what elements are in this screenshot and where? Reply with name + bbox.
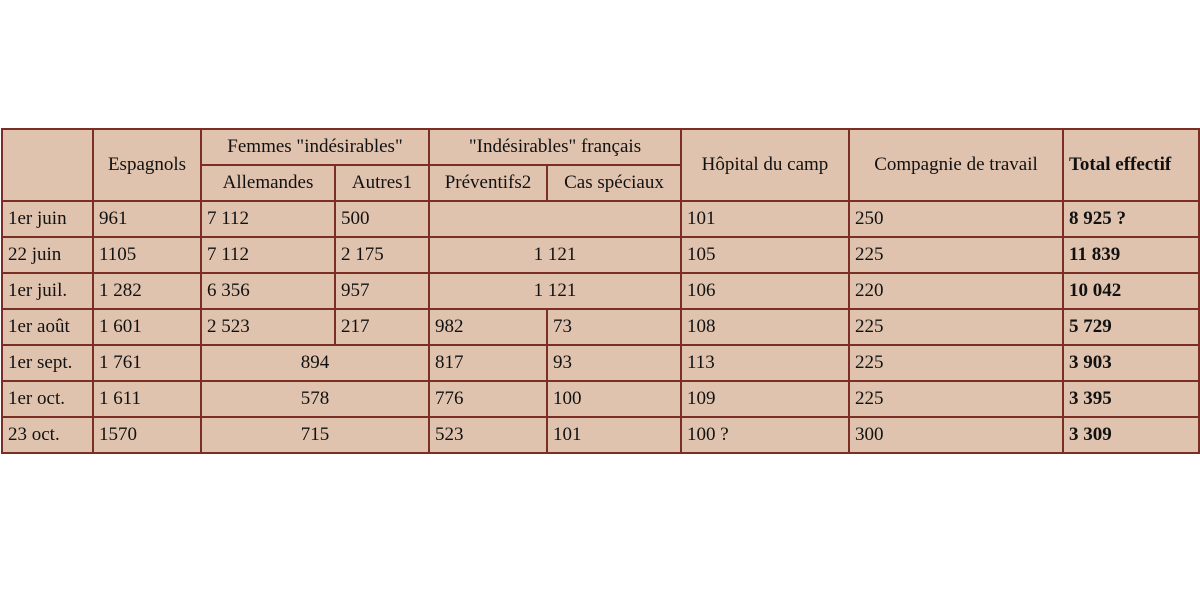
table-cell: 1570 bbox=[92, 416, 202, 454]
data-table: Espagnols Femmes "indésirables" "Indésir… bbox=[1, 128, 1200, 454]
table-cell: 11 839 bbox=[1062, 236, 1200, 274]
table-cell: 817 bbox=[428, 344, 548, 382]
table-cell bbox=[428, 200, 682, 238]
table-cell: 250 bbox=[848, 200, 1064, 238]
table-cell: 7 112 bbox=[200, 200, 336, 238]
row-date-cell: 23 oct. bbox=[1, 416, 94, 454]
header-cas-speciaux: Cas spéciaux bbox=[546, 164, 682, 202]
row-date-cell: 1er juil. bbox=[1, 272, 94, 310]
table-row: 22 juin 1105 7 112 2 175 1 121 105 225 11 839 bbox=[1, 236, 1200, 274]
table-row: 1er août 1 601 2 523 217 982 73 108 225 5 729 bbox=[1, 308, 1200, 346]
table-cell: 220 bbox=[848, 272, 1064, 310]
table-cell: 225 bbox=[848, 236, 1064, 274]
table-cell: 5 729 bbox=[1062, 308, 1200, 346]
header-hopital: Hôpital du camp bbox=[680, 128, 850, 202]
table-cell: 961 bbox=[92, 200, 202, 238]
table-cell: 109 bbox=[680, 380, 850, 418]
table-cell: 1 282 bbox=[92, 272, 202, 310]
table-cell: 1105 bbox=[92, 236, 202, 274]
table-cell: 1 121 bbox=[428, 272, 682, 310]
header-allemandes: Allemandes bbox=[200, 164, 336, 202]
table-cell: 523 bbox=[428, 416, 548, 454]
table-cell: 300 bbox=[848, 416, 1064, 454]
table-row: 23 oct. 1570 715 523 101 100 ? 300 3 309 bbox=[1, 416, 1200, 454]
table-cell: 108 bbox=[680, 308, 850, 346]
table-cell: 113 bbox=[680, 344, 850, 382]
header-indesirables-francais: "Indésirables" français bbox=[428, 128, 682, 166]
table-cell: 217 bbox=[334, 308, 430, 346]
header-autres: Autres1 bbox=[334, 164, 430, 202]
table-cell: 3 903 bbox=[1062, 344, 1200, 382]
table-cell: 982 bbox=[428, 308, 548, 346]
table-cell: 2 175 bbox=[334, 236, 430, 274]
table-cell: 225 bbox=[848, 380, 1064, 418]
header-total: Total effectif bbox=[1062, 128, 1200, 202]
row-date-cell: 1er sept. bbox=[1, 344, 94, 382]
table-cell: 100 bbox=[546, 380, 682, 418]
row-date-cell: 22 juin bbox=[1, 236, 94, 274]
table-cell: 93 bbox=[546, 344, 682, 382]
table-cell: 6 356 bbox=[200, 272, 336, 310]
table-row: 1er juil. 1 282 6 356 957 1 121 106 220 10 042 bbox=[1, 272, 1200, 310]
table-cell: 100 ? bbox=[680, 416, 850, 454]
table-cell: 500 bbox=[334, 200, 430, 238]
table-cell: 7 112 bbox=[200, 236, 336, 274]
table-cell: 957 bbox=[334, 272, 430, 310]
table-cell: 894 bbox=[200, 344, 430, 382]
table-cell: 1 601 bbox=[92, 308, 202, 346]
header-espagnols: Espagnols bbox=[92, 128, 202, 202]
table-cell: 776 bbox=[428, 380, 548, 418]
table-cell: 3 395 bbox=[1062, 380, 1200, 418]
table-cell: 578 bbox=[200, 380, 430, 418]
header-femmes-indesirables: Femmes "indésirables" bbox=[200, 128, 430, 166]
table-cell: 73 bbox=[546, 308, 682, 346]
table-cell: 2 523 bbox=[200, 308, 336, 346]
row-date-cell: 1er oct. bbox=[1, 380, 94, 418]
table-cell: 101 bbox=[680, 200, 850, 238]
row-date-cell: 1er août bbox=[1, 308, 94, 346]
table-row: 1er sept. 1 761 894 817 93 113 225 3 903 bbox=[1, 344, 1200, 382]
table-cell: 101 bbox=[546, 416, 682, 454]
table-cell: 106 bbox=[680, 272, 850, 310]
header-compagnie: Compagnie de travail bbox=[848, 128, 1064, 202]
table-cell: 225 bbox=[848, 344, 1064, 382]
header-preventifs: Préventifs2 bbox=[428, 164, 548, 202]
table-cell: 1 611 bbox=[92, 380, 202, 418]
table-row: 1er oct. 1 611 578 776 100 109 225 3 395 bbox=[1, 380, 1200, 418]
table-cell: 8 925 ? bbox=[1062, 200, 1200, 238]
table-cell: 225 bbox=[848, 308, 1064, 346]
table-cell: 1 761 bbox=[92, 344, 202, 382]
row-date-cell: 1er juin bbox=[1, 200, 94, 238]
table-row: 1er juin 961 7 112 500 101 250 8 925 ? bbox=[1, 200, 1200, 238]
table-cell: 715 bbox=[200, 416, 430, 454]
table-cell: 10 042 bbox=[1062, 272, 1200, 310]
table-body: 1er juin 961 7 112 500 101 250 8 925 ? 22 juin 1… bbox=[1, 200, 1200, 454]
table-cell: 1 121 bbox=[428, 236, 682, 274]
table-cell: 105 bbox=[680, 236, 850, 274]
header-blank bbox=[1, 128, 94, 202]
table-cell: 3 309 bbox=[1062, 416, 1200, 454]
